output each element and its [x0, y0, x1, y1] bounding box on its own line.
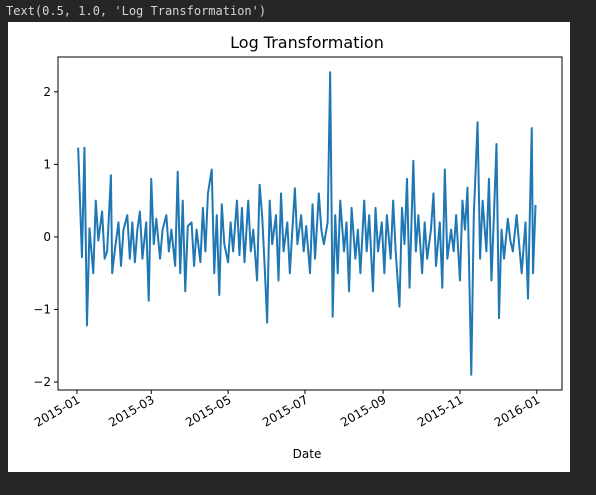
x-axis-label: Date — [293, 447, 322, 461]
cell-output: Text(0.5, 1.0, 'Log Transformation') — [6, 4, 267, 18]
axes-frame — [57, 56, 563, 391]
y-tick-label: 1 — [43, 157, 51, 171]
data-line — [77, 71, 537, 376]
y-tick-label: −1 — [33, 302, 51, 316]
y-tick-label: 0 — [43, 230, 51, 244]
y-tick-label: 2 — [43, 85, 51, 99]
chart-title: Log Transformation — [230, 33, 384, 52]
y-tick-label: −2 — [33, 375, 51, 389]
